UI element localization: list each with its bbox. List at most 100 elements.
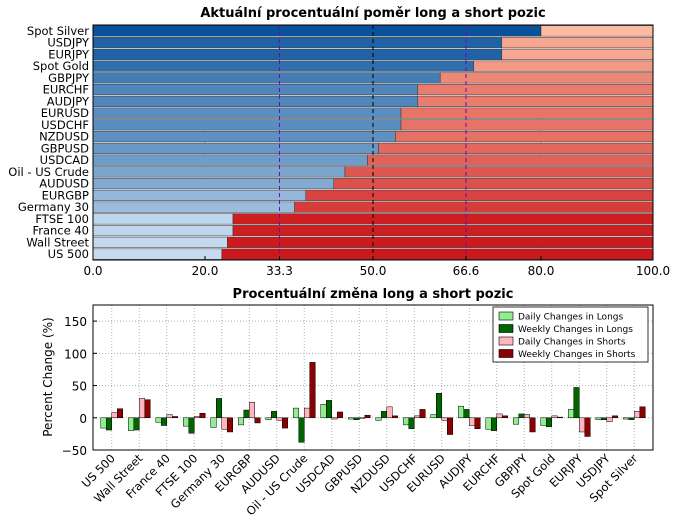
legend-label: Weekly Changes in Shorts [518,350,636,360]
chart2-bar [348,417,354,420]
chart2-bar [166,414,173,419]
chart2-bar [502,415,508,419]
chart2-y-tick-label: 150 [64,315,87,329]
chart1-category-label: FTSE 100 [35,212,89,226]
chart2-legend: Daily Changes in Longs Weekly Changes in … [492,306,649,363]
legend-label: Daily Changes in Longs [518,313,623,323]
chart2-bar [282,417,288,429]
chart1-category-label: Germany 30 [18,200,89,214]
chart2-bars [100,362,646,443]
chart2-bar [414,415,420,419]
chart2-bar [133,417,140,431]
chart2-bar [628,417,635,420]
chart1-short-bar [221,248,654,260]
chart2-bar [320,403,327,419]
chart2-bar [381,411,387,419]
chart1-long-bar [92,154,368,166]
chart2-bar [249,402,255,419]
chart1-category-label: GBPJPY [48,71,90,85]
chart2-bar [359,417,365,419]
chart2-bar [568,409,574,419]
chart2-bar [139,398,145,419]
chart2-bar [573,387,580,419]
chart2-bar [331,417,338,420]
chart1-short-bar [501,48,654,60]
chart2-bar [188,417,195,434]
chart1-short-bar [232,213,654,225]
chart1-long-bar [92,142,379,154]
chart1-category-label: AUDJPY [47,94,90,108]
chart1-long-bar [92,178,335,190]
chart1-long-bar [92,48,503,60]
chart1-category-label: USDCAD [40,153,89,167]
chart2-bar [634,411,640,419]
chart1-short-bar [305,189,654,201]
chart2-bar [216,398,222,419]
chart1-category-label: EURUSD [41,106,89,120]
legend-box [492,306,649,363]
chart2-bar [430,414,437,419]
chart2-bar [199,413,206,419]
legend-swatch [498,336,514,346]
chart1-long-bar [92,131,396,143]
chart2-bar [309,362,316,419]
chart2-bar [557,416,563,419]
chart2-bar [612,415,618,419]
chart1-category-label: Wall Street [26,235,89,249]
chart1-short-bar [232,225,654,237]
chart2-bar [595,417,602,420]
chart2-bar [298,417,305,443]
chart1-short-bar [378,142,654,154]
chart1-long-bar [92,119,402,131]
chart2-bar [221,417,228,430]
chart2-bar [441,417,448,421]
chart1-x-ticks: 0.0 20.0 33.3 50.0 66.6 80.0 100.0 [83,256,670,278]
chart2-y-tick-label: 50 [72,380,87,394]
chart2-bar [458,405,464,419]
chart1-x-tick-label: 20.0 [192,264,219,278]
chart1-category-label: USDJPY [47,36,90,50]
chart1-long-bar [92,84,419,96]
chart2-bar [518,413,525,419]
chart1-long-bar [92,201,295,213]
chart1-short-bar [417,95,654,107]
chart2-bar [337,411,343,419]
chart2-bar [540,417,547,426]
chart1-frame [92,24,654,261]
chart1-long-bar [92,72,441,84]
chart2-y-tick-label: −50 [62,444,87,458]
chart2-bar [551,415,558,419]
chart1-long-bar [92,107,402,119]
legend-swatch [498,349,514,358]
chart1-category-label: USDCHF [41,118,89,132]
legend-swatch [498,311,514,321]
chart2-bar [243,409,250,419]
chart1-x-tick-label: 66.6 [453,264,480,278]
chart2-y-tick-label: 100 [64,347,87,361]
chart2-bar [485,417,492,430]
chart1-short-bar [367,154,654,166]
chart2-bar [436,393,442,419]
chart1-x-tick-label: 50.0 [360,264,387,278]
chart1-x-tick-label: 80.0 [528,264,555,278]
chart1-short-bar [439,72,654,84]
chart1-short-bar [473,60,654,72]
chart2-frame [92,304,654,451]
chart2-bar [474,417,481,429]
chart2-bar [155,417,162,423]
chart2-bar [210,417,217,428]
chart2-bar [546,417,552,428]
chart2-bar [238,417,244,426]
chart2-bar [491,417,497,431]
chart2-bar [584,417,591,437]
chart1-long-bar [92,225,234,237]
legend-label: Weekly Changes in Longs [518,325,633,335]
chart1-category-label: AUDUSD [39,177,89,191]
chart1-category-label: US 500 [48,247,89,261]
chart2-bar [304,407,310,419]
chart1-short-bar [501,37,654,49]
chart2-bar [529,417,536,433]
chart2-bar [623,417,629,420]
